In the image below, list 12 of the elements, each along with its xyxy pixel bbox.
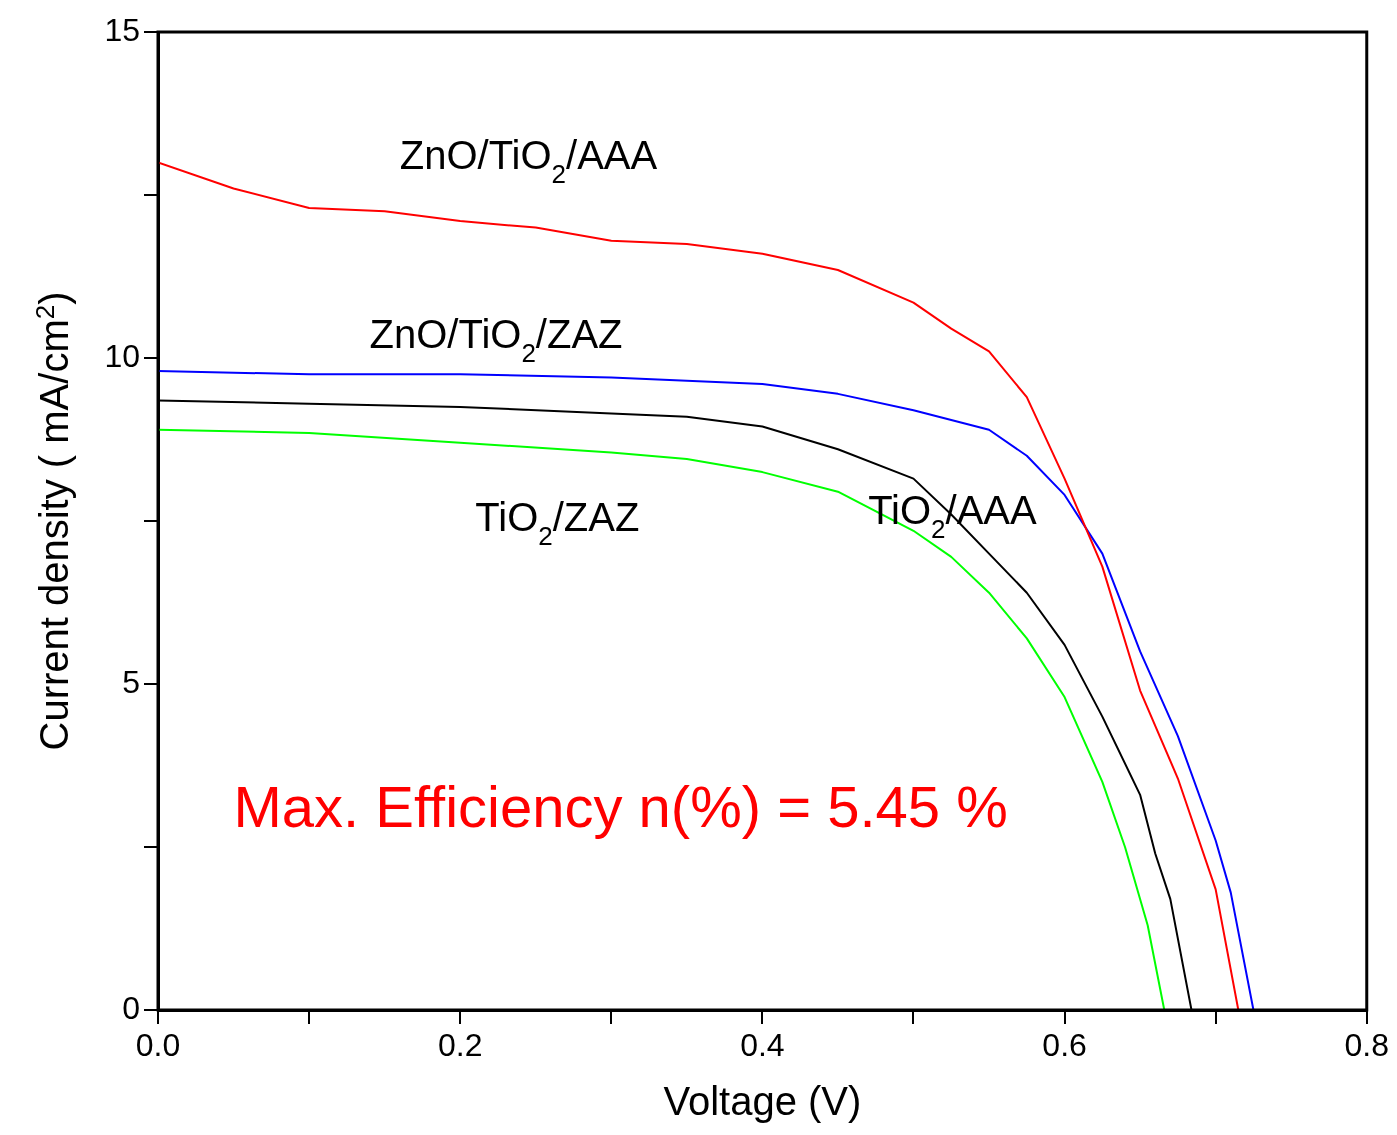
x-tick-label: 0.0 [135,1027,181,1064]
y-axis-title: Current density ( mA/cm2) [30,291,76,751]
y-tick-label: 5 [122,663,140,700]
y-tick-label: 10 [104,337,140,374]
x-tick-label: 0.2 [437,1027,483,1064]
x-tick-label: 0.8 [1344,1027,1389,1064]
y-tick-label: 0 [122,989,140,1026]
annotation: Max. Efficiency n(%) = 5.45 % [233,774,1008,840]
y-tick-label: 15 [104,11,140,48]
x-tick-label: 0.4 [740,1027,785,1064]
x-axis-title: Voltage (V) [663,1079,862,1123]
x-tick-label: 0.6 [1042,1027,1087,1064]
